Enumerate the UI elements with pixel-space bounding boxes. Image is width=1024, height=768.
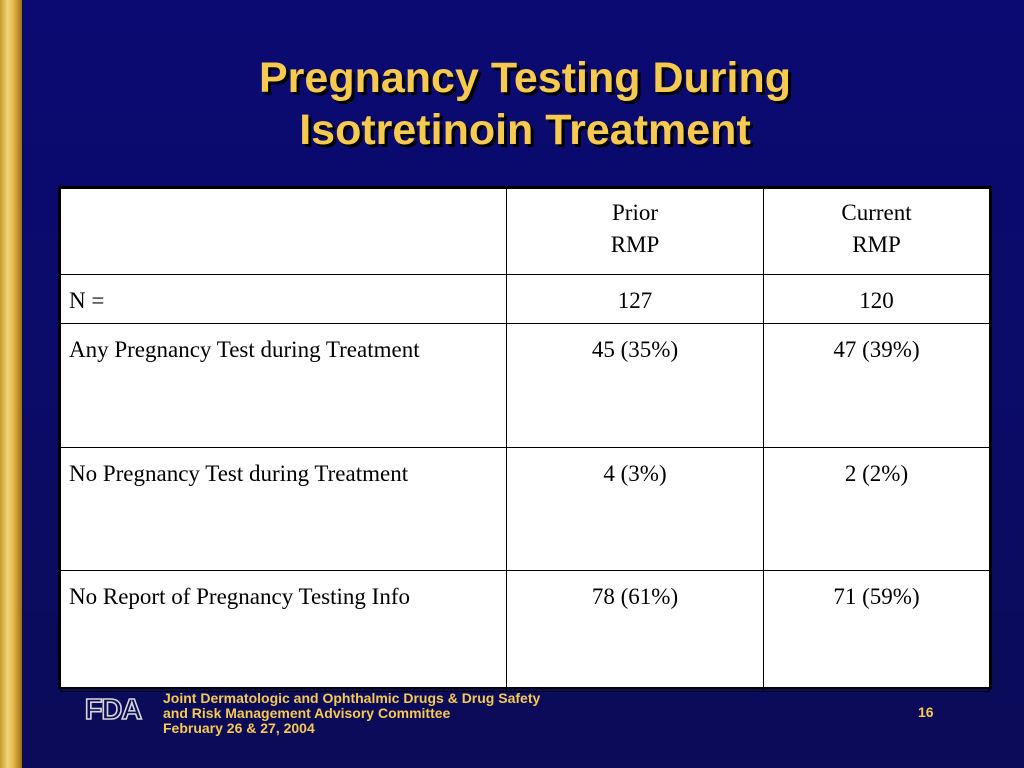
gold-accent-bar [0,0,22,768]
results-table-container: Prior RMP Current RMP N = 127 120 Any Pr… [58,186,992,692]
page-number: 16 [918,704,934,720]
svg-text:FDA: FDA [85,694,143,723]
table-row: No Pregnancy Test during Treatment 4 (3%… [60,447,990,571]
row-prior-value: 127 [506,274,764,324]
footer-committee-info: Joint Dermatologic and Ophthalmic Drugs … [163,691,683,736]
row-prior-value: 78 (61%) [506,570,764,692]
header-current-line1: Current [841,200,912,225]
row-label: No Pregnancy Test during Treatment [60,447,507,571]
row-label: Any Pregnancy Test during Treatment [60,323,507,448]
slide-title: Pregnancy Testing During Isotretinoin Tr… [60,52,990,156]
footer-line2: and Risk Management Advisory Committee [163,705,451,721]
table-row: N = 127 120 [60,274,990,324]
table-row: No Report of Pregnancy Testing Info 78 (… [60,570,990,692]
header-current-line2: RMP [852,232,901,257]
table-row: Any Pregnancy Test during Treatment 45 (… [60,323,990,448]
row-current-value: 120 [763,274,990,324]
fda-logo-icon: FDA [84,693,144,723]
row-current-value: 2 (2%) [763,447,990,571]
header-prior-line2: RMP [610,232,660,257]
row-current-value: 71 (59%) [763,570,990,692]
header-prior-rmp: Prior RMP [506,188,764,275]
row-prior-value: 45 (35%) [506,323,764,448]
header-empty-cell [60,188,507,275]
footer-line3: February 26 & 27, 2004 [163,720,315,736]
slide-title-line1: Pregnancy Testing During [259,54,791,102]
row-label: N = [60,274,507,324]
slide-title-line2: Isotretinoin Treatment [299,106,751,154]
row-label: No Report of Pregnancy Testing Info [60,570,507,692]
results-table: Prior RMP Current RMP N = 127 120 Any Pr… [60,188,990,692]
header-current-rmp: Current RMP [763,188,990,275]
footer-line1: Joint Dermatologic and Ophthalmic Drugs … [163,690,541,706]
row-prior-value: 4 (3%) [506,447,764,571]
row-current-value: 47 (39%) [763,323,990,448]
table-header-row: Prior RMP Current RMP [60,188,990,275]
header-prior-line1: Prior [612,200,658,225]
